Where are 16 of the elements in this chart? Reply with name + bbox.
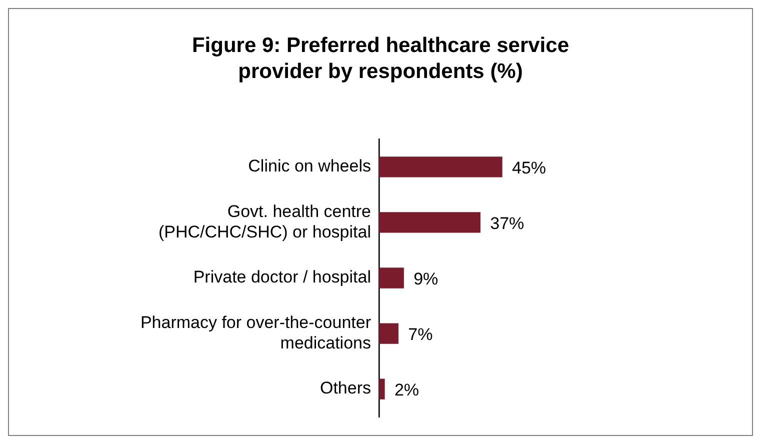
data-label: 7%	[408, 325, 433, 344]
bar	[379, 323, 398, 344]
y-tick-label: Clinic on wheels	[248, 156, 371, 176]
bar	[379, 268, 404, 288]
y-tick-label: Govt. health centre (PHC/CHC/SHC) or hospital	[158, 202, 371, 242]
y-tick-label: Private doctor / hospital	[193, 268, 371, 287]
data-label: 2%	[394, 380, 420, 400]
bar	[379, 378, 385, 400]
chart-title: Figure 9: Preferred healthcare service provider by respondents (%)	[190, 33, 570, 85]
bar	[379, 212, 480, 233]
bar	[379, 156, 502, 178]
data-label: 45%	[512, 158, 546, 178]
data-label: 9%	[414, 270, 438, 289]
y-tick-label: Pharmacy for over-the-counter medications	[140, 313, 372, 352]
y-tick-label: Others	[320, 378, 371, 398]
data-label: 37%	[490, 214, 524, 234]
